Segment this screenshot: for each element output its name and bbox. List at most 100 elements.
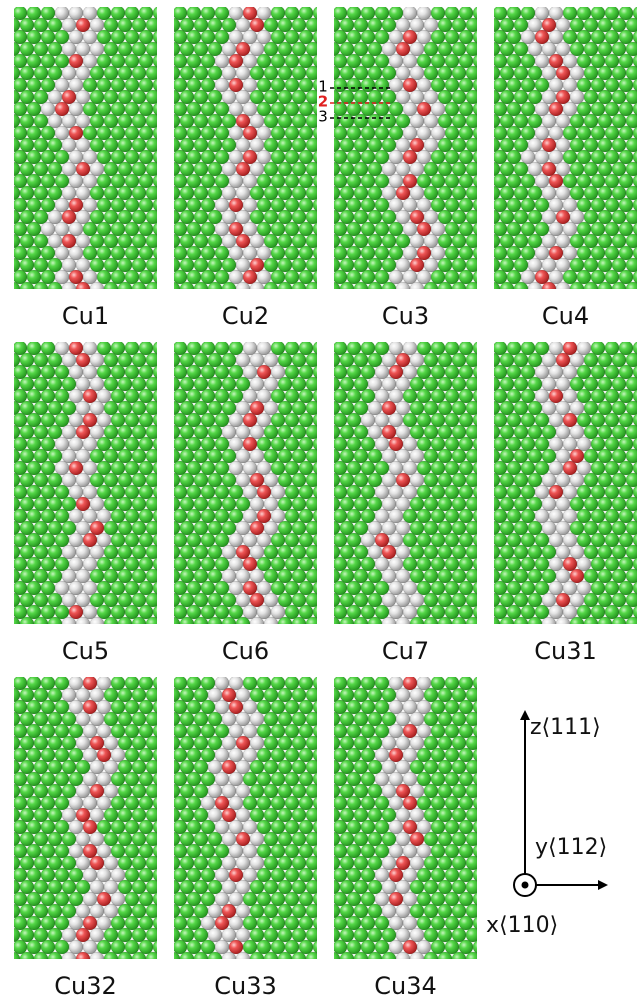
atom — [173, 844, 187, 858]
atom — [319, 365, 333, 379]
atom — [438, 210, 452, 224]
atom — [257, 270, 271, 284]
atom — [452, 760, 466, 774]
atom — [570, 353, 584, 367]
atom — [493, 413, 507, 427]
atom — [222, 138, 236, 152]
atom — [319, 413, 333, 427]
atom — [55, 126, 69, 140]
atom — [403, 30, 417, 44]
atom — [160, 114, 174, 128]
atom — [194, 425, 208, 439]
atom — [507, 437, 521, 451]
atom — [452, 425, 466, 439]
atom — [55, 605, 69, 619]
atom — [500, 473, 514, 487]
atom — [6, 42, 20, 56]
atom — [340, 377, 354, 391]
atom — [479, 30, 493, 44]
atom — [76, 258, 90, 272]
atom — [41, 700, 55, 714]
atom — [361, 844, 375, 858]
atom — [111, 533, 125, 547]
atom — [34, 856, 48, 870]
atom — [159, 461, 173, 475]
atom — [201, 485, 215, 499]
atom — [347, 413, 361, 427]
atom — [591, 174, 605, 188]
atom — [222, 904, 236, 918]
atom — [69, 581, 83, 595]
atom — [299, 6, 313, 20]
atom — [166, 186, 180, 200]
atom — [438, 760, 452, 774]
atom — [139, 916, 153, 930]
atom — [466, 593, 480, 607]
atom — [528, 114, 542, 128]
atom — [438, 928, 452, 942]
atom — [285, 246, 299, 260]
atom — [48, 377, 62, 391]
atom — [612, 138, 626, 152]
atom — [180, 138, 194, 152]
atom — [619, 437, 633, 451]
atom — [27, 270, 41, 284]
atom — [159, 844, 173, 858]
atom — [83, 102, 97, 116]
atom — [229, 461, 243, 475]
atom — [55, 365, 69, 379]
atom — [69, 772, 83, 786]
atom — [459, 724, 473, 738]
atom — [97, 246, 111, 260]
atom — [577, 389, 591, 403]
atom — [257, 174, 271, 188]
atom — [521, 54, 535, 68]
atom — [326, 234, 340, 248]
atom — [125, 150, 139, 164]
atom — [41, 676, 55, 690]
atom — [173, 581, 187, 595]
atom — [104, 66, 118, 80]
atom — [257, 916, 271, 930]
atom — [83, 509, 97, 523]
atom — [570, 258, 584, 272]
atom — [368, 42, 382, 56]
atom — [97, 389, 111, 403]
atom — [479, 413, 493, 427]
atom — [118, 760, 132, 774]
atom — [215, 916, 229, 930]
atom — [271, 892, 285, 906]
atom — [215, 748, 229, 762]
atom — [507, 30, 521, 44]
atom — [76, 401, 90, 415]
atom — [438, 473, 452, 487]
atom — [486, 282, 500, 296]
atom — [278, 736, 292, 750]
atom — [368, 377, 382, 391]
atom — [535, 533, 549, 547]
atom — [319, 198, 333, 212]
atom — [236, 377, 250, 391]
atom — [333, 700, 347, 714]
atom — [166, 425, 180, 439]
atom — [306, 952, 320, 966]
atom — [6, 138, 20, 152]
atom — [563, 102, 577, 116]
atom — [452, 449, 466, 463]
atom — [549, 413, 563, 427]
atom — [306, 353, 320, 367]
atom — [605, 509, 619, 523]
atom — [299, 916, 313, 930]
atom — [215, 796, 229, 810]
atom — [410, 928, 424, 942]
atom — [118, 210, 132, 224]
atom — [299, 940, 313, 954]
atom — [97, 724, 111, 738]
atom — [201, 30, 215, 44]
atom — [264, 42, 278, 56]
atom — [403, 413, 417, 427]
atom — [222, 593, 236, 607]
atom — [159, 126, 173, 140]
atom — [445, 844, 459, 858]
atom — [542, 353, 556, 367]
